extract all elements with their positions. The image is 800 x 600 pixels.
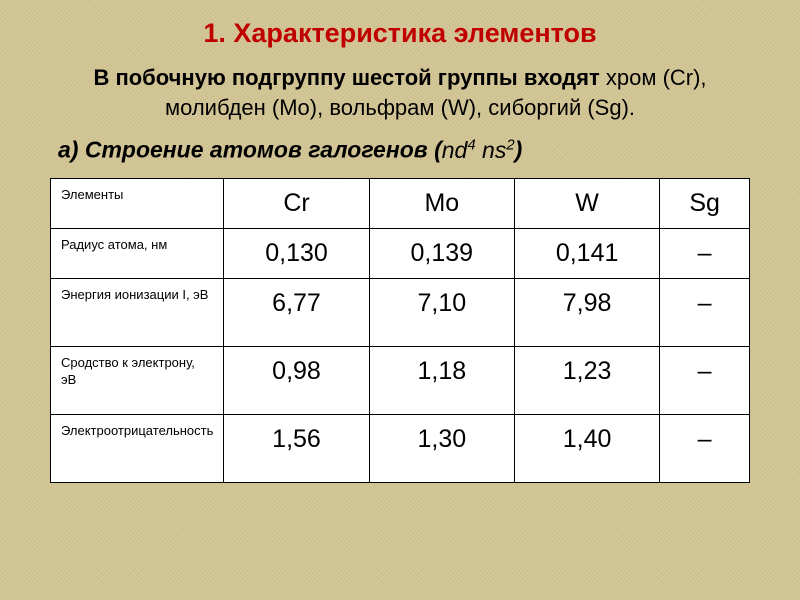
- table-row: Энергия ионизации I, эВ 6,77 7,10 7,98 –: [51, 279, 750, 347]
- slide-content: 1. Характеристика элементов В побочную п…: [0, 0, 800, 483]
- cfg-n1: nd: [442, 137, 468, 163]
- subheading-suffix: ): [515, 137, 523, 163]
- table-row: Электроотрицательность 1,56 1,30 1,40 –: [51, 415, 750, 483]
- cell: 0,98: [224, 347, 369, 415]
- cell: 1,40: [514, 415, 659, 483]
- subheading: а) Строение атомов галогенов (nd4 ns2): [50, 136, 750, 164]
- col-cr: Cr: [224, 179, 369, 229]
- intro-bold: В побочную подгруппу шестой группы входя…: [93, 65, 599, 90]
- row-label: Электроотрицательность: [51, 415, 224, 483]
- slide-title: 1. Характеристика элементов: [50, 18, 750, 49]
- row-label: Радиус атома, нм: [51, 229, 224, 279]
- cell: 0,130: [224, 229, 369, 279]
- electron-config: nd4 ns2: [442, 137, 515, 163]
- col-w: W: [514, 179, 659, 229]
- table-row: Радиус атома, нм 0,130 0,139 0,141 –: [51, 229, 750, 279]
- cell: 1,18: [369, 347, 514, 415]
- cell: –: [660, 279, 750, 347]
- cell: 6,77: [224, 279, 369, 347]
- table-row: Сродство к электрону, эВ 0,98 1,18 1,23 …: [51, 347, 750, 415]
- col-mo: Mo: [369, 179, 514, 229]
- row-label: Сродство к электрону, эВ: [51, 347, 224, 415]
- cell: 7,98: [514, 279, 659, 347]
- cell: 1,30: [369, 415, 514, 483]
- subheading-prefix: а) Строение атомов галогенов (: [58, 137, 442, 163]
- table-header-row: Элементы Cr Mo W Sg: [51, 179, 750, 229]
- cell: –: [660, 229, 750, 279]
- row-label: Энергия ионизации I, эВ: [51, 279, 224, 347]
- cell: 0,139: [369, 229, 514, 279]
- cell: 7,10: [369, 279, 514, 347]
- cell: –: [660, 347, 750, 415]
- properties-table: Элементы Cr Mo W Sg Радиус атома, нм 0,1…: [50, 178, 750, 483]
- cell: 1,56: [224, 415, 369, 483]
- cell: –: [660, 415, 750, 483]
- cell: 0,141: [514, 229, 659, 279]
- cfg-n2: ns: [476, 137, 507, 163]
- cell: 1,23: [514, 347, 659, 415]
- intro-text: В побочную подгруппу шестой группы входя…: [50, 63, 750, 122]
- cfg-s2: 2: [506, 136, 514, 153]
- col-sg: Sg: [660, 179, 750, 229]
- header-elements-label: Элементы: [51, 179, 224, 229]
- cfg-s1: 4: [467, 136, 475, 153]
